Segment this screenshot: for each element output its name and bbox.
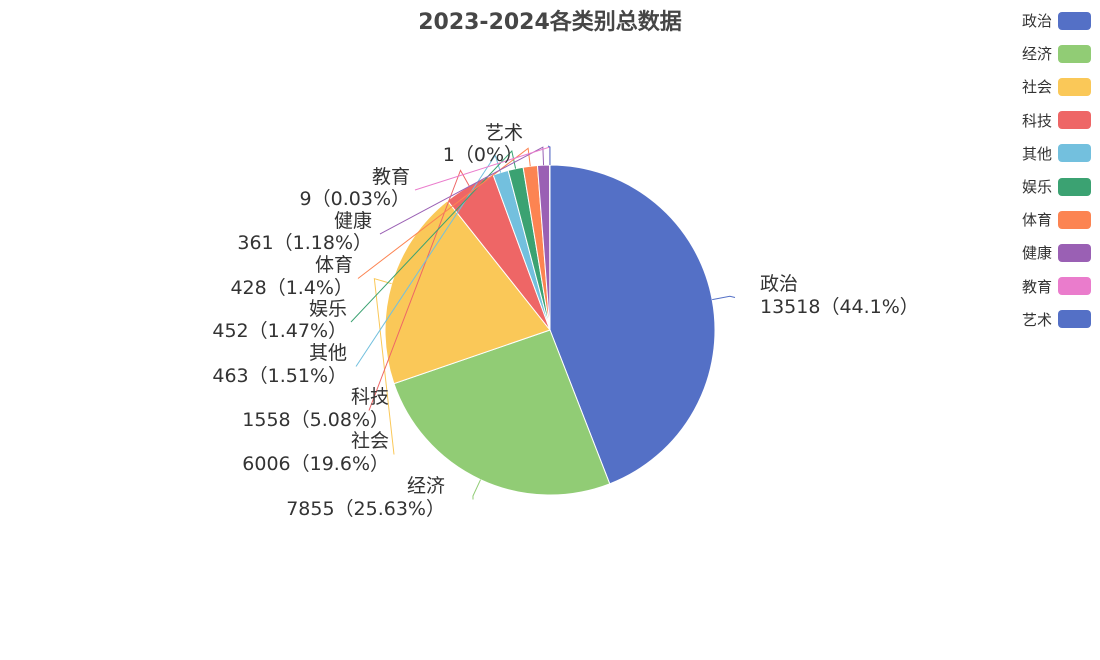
pie-slice-3[interactable]	[384, 200, 551, 385]
legend-swatch	[1058, 111, 1091, 130]
legend-label: 娱乐	[1021, 178, 1052, 197]
slice-label-name-5: 其他	[309, 342, 347, 364]
legend-swatch	[1058, 144, 1091, 163]
legend-item-8[interactable]: 健康	[1010, 236, 1096, 269]
slice-label-name-10: 艺术	[485, 122, 523, 144]
slice-label-value-7: 428（1.4%）	[230, 277, 353, 299]
legend-label: 经济	[1021, 45, 1052, 64]
legend-swatch	[1058, 277, 1091, 296]
slice-label-name-3: 社会	[351, 430, 389, 452]
slice-label-value-9: 9（0.03%）	[300, 188, 410, 210]
legend-swatch	[1058, 210, 1091, 229]
leader-line-4	[368, 169, 470, 411]
legend-item-3[interactable]: 社会	[1010, 70, 1096, 103]
leader-line-10	[547, 145, 551, 166]
legend-label: 教育	[1021, 277, 1052, 296]
slice-label-value-8: 361（1.18%）	[237, 232, 372, 254]
legend-item-7[interactable]: 体育	[1010, 203, 1096, 236]
legend-label: 其他	[1021, 144, 1052, 163]
legend-label: 社会	[1021, 78, 1052, 97]
slice-label-name-2: 经济	[407, 475, 445, 497]
legend-item-2[interactable]: 经济	[1010, 37, 1096, 70]
slice-label-value-3: 6006（19.6%）	[242, 453, 389, 475]
slice-label-name-7: 体育	[315, 254, 353, 276]
legend-swatch	[1058, 177, 1091, 196]
slice-label-value-2: 7855（25.63%）	[286, 498, 445, 520]
leader-line-2	[472, 479, 481, 500]
legend-swatch	[1058, 11, 1091, 30]
slice-label-name-8: 健康	[334, 210, 372, 232]
legend-swatch	[1058, 44, 1091, 63]
slice-label-name-1: 政治	[760, 273, 798, 295]
legend-item-4[interactable]: 科技	[1010, 104, 1096, 137]
leader-line-8	[379, 146, 545, 235]
slice-label-name-6: 娱乐	[309, 298, 347, 320]
legend-label: 体育	[1021, 211, 1052, 230]
legend-label: 艺术	[1021, 310, 1052, 329]
leader-line-1	[712, 295, 736, 301]
leader-line-5	[355, 154, 502, 367]
slice-label-value-5: 463（1.51%）	[212, 365, 347, 387]
leader-line-3	[373, 277, 395, 455]
legend-swatch	[1058, 310, 1091, 329]
slice-label-name-9: 教育	[372, 166, 410, 188]
legend-item-10[interactable]: 艺术	[1010, 303, 1096, 336]
legend-label: 健康	[1021, 244, 1052, 263]
legend-item-6[interactable]: 娱乐	[1010, 170, 1096, 203]
slice-label-value-10: 1（0%）	[443, 144, 523, 166]
leader-line-7	[357, 147, 531, 279]
slice-label-name-4: 科技	[351, 386, 389, 408]
legend-swatch	[1058, 243, 1091, 262]
legend-label: 科技	[1021, 111, 1052, 130]
slice-label-value-1: 13518（44.1%）	[760, 296, 919, 318]
slice-label-value-4: 1558（5.08%）	[242, 409, 389, 431]
legend-item-5[interactable]: 其他	[1010, 137, 1096, 170]
legend-item-1[interactable]: 政治	[1010, 4, 1096, 37]
legend-item-9[interactable]: 教育	[1010, 270, 1096, 303]
chart-title: 2023-2024各类别总数据	[418, 10, 682, 35]
slice-label-value-6: 452（1.47%）	[212, 320, 347, 342]
chart-legend: 政治经济社会科技其他娱乐体育健康教育艺术	[1010, 4, 1096, 336]
legend-swatch	[1058, 77, 1091, 96]
pie-slice-2[interactable]	[393, 329, 611, 496]
pie-slice-1[interactable]	[549, 164, 716, 485]
legend-label: 政治	[1021, 12, 1052, 31]
